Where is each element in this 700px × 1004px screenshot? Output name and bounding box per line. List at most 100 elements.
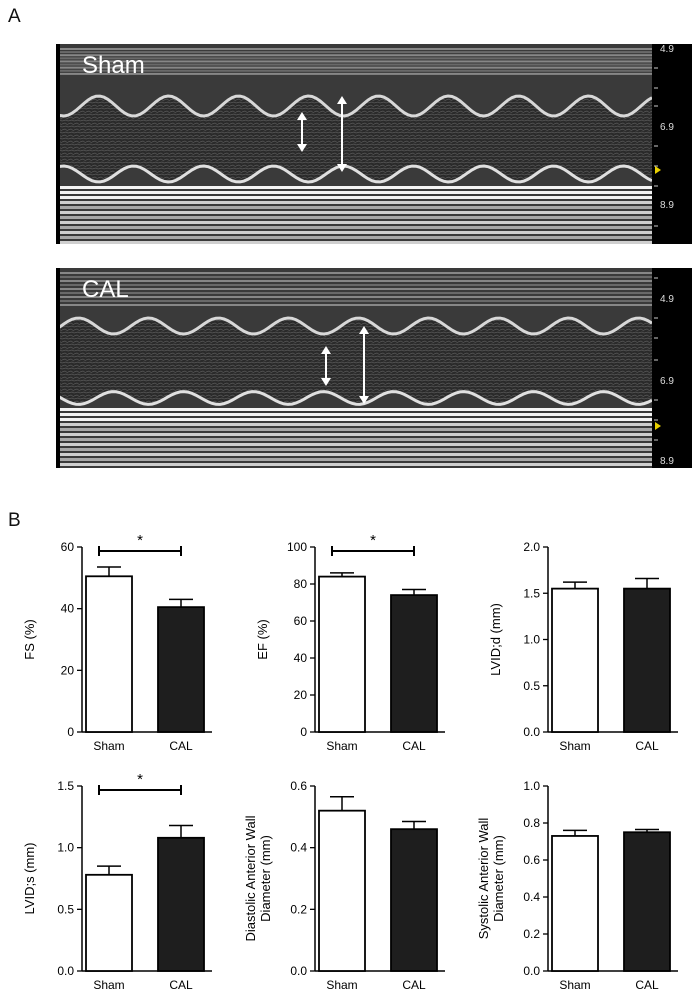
y-axis-label: LVID;d (mm) [488, 603, 503, 676]
y-tick-label: 0.5 [57, 902, 74, 916]
echo-band [56, 216, 652, 219]
chart-ef: 0 20 40 60 80 100 EF (%) Sham CAL * [255, 532, 445, 753]
x-tick-label: CAL [402, 978, 426, 992]
echo-band [56, 63, 652, 66]
echo-band [56, 448, 652, 451]
significance-marker: * [137, 532, 143, 549]
echo-band [56, 186, 652, 189]
bar-cal [623, 587, 671, 733]
echo-band [56, 433, 652, 436]
y-tick-label: 0.0 [523, 725, 540, 739]
echo-band [56, 206, 652, 209]
chart-fs: 0 20 40 60 FS (%) Sham CAL * [22, 532, 212, 753]
depth-tick-label: 6.9 [660, 376, 674, 387]
echo-band [56, 423, 652, 426]
x-tick-label: CAL [402, 739, 426, 753]
y-tick-label: 0.2 [523, 927, 540, 941]
echo-band [56, 54, 652, 57]
y-tick-label: 40 [61, 602, 75, 616]
y-tick-label: 80 [294, 577, 308, 591]
y-tick-label: 0 [67, 725, 74, 739]
bar-cal [390, 828, 438, 972]
measurement-arrow [337, 96, 347, 172]
echo-image-cal-canvas: 4.9 6.9 8.9 [56, 268, 692, 468]
echo-band [56, 276, 652, 278]
y-axis-label: Diastolic Anterior WallDiameter (mm) [243, 815, 273, 941]
echo-wall-anterior [56, 94, 653, 118]
y-axis-label: LVID;s (mm) [22, 843, 37, 915]
chart-lvidd: 0.0 0.5 1.0 1.5 2.0 LVID;d (mm) Sham CAL [488, 540, 678, 753]
panel-letter-b: B [8, 510, 21, 531]
y-tick-label: 60 [61, 540, 75, 554]
echo-band [56, 51, 652, 54]
significance-marker: * [370, 532, 376, 549]
x-tick-label: Sham [326, 739, 357, 753]
y-tick-label: 0.0 [523, 964, 540, 978]
echo-wall-posterior [56, 390, 653, 406]
chart-systolic-wall: 0.0 0.2 0.4 0.6 0.8 1.0 Systolic Anterior Wall… [476, 779, 678, 992]
y-axis-label: EF (%) [255, 619, 270, 659]
echo-image-cal: 4.9 6.9 8.9 CAL [56, 268, 692, 468]
echo-band [56, 231, 652, 234]
y-axis-label: FS (%) [22, 619, 37, 659]
x-tick-label: CAL [169, 739, 193, 753]
echo-band [56, 221, 652, 224]
depth-tick-label: 8.9 [660, 200, 674, 211]
echo-band [56, 66, 652, 69]
y-tick-label: 100 [287, 540, 307, 554]
bar-sham [85, 575, 133, 733]
echo-band [56, 272, 652, 274]
echo-band [56, 280, 652, 282]
depth-marker [655, 166, 661, 174]
y-tick-label: 1.0 [523, 633, 540, 647]
echo-band [56, 211, 652, 214]
bar-sham [551, 835, 599, 972]
measurement-arrow [359, 326, 369, 404]
bar-sham [318, 575, 366, 733]
y-tick-label: 1.5 [523, 586, 540, 600]
y-tick-label: 60 [294, 614, 308, 628]
bar-cal [157, 836, 205, 972]
echo-band [56, 300, 652, 302]
echo-image-sham-canvas: 4.9 6.9 8.9 [56, 44, 692, 244]
x-tick-label: Sham [93, 739, 124, 753]
echo-wall-posterior [56, 164, 653, 184]
depth-tick-label: 6.9 [660, 122, 674, 133]
measurement-arrow [297, 112, 307, 152]
echo-band [56, 48, 652, 50]
depth-tick-label: 8.9 [660, 456, 674, 467]
echo-band [56, 72, 652, 75]
echo-band [56, 69, 652, 72]
y-tick-label: 0.4 [290, 841, 307, 855]
bar-sham [85, 873, 133, 972]
y-tick-label: 0.4 [523, 890, 540, 904]
x-tick-label: CAL [169, 978, 193, 992]
depth-scale [652, 268, 692, 468]
bar-cal [390, 594, 438, 733]
y-tick-label: 0.0 [290, 964, 307, 978]
echo-cavity [56, 318, 652, 405]
x-tick-label: Sham [559, 739, 590, 753]
x-tick-label: CAL [635, 978, 659, 992]
x-tick-label: Sham [559, 978, 590, 992]
y-tick-label: 0 [300, 725, 307, 739]
x-tick-label: CAL [635, 739, 659, 753]
echo-band [56, 60, 652, 63]
x-tick-label: Sham [326, 978, 357, 992]
bar-cal [157, 606, 205, 733]
echo-band [56, 463, 652, 466]
echo-wall-anterior [56, 316, 653, 336]
echo-band [56, 418, 652, 421]
y-tick-label: 20 [61, 663, 75, 677]
echo-band [56, 408, 652, 411]
echo-band [56, 284, 652, 286]
echo-band [56, 196, 652, 199]
y-tick-label: 0.2 [290, 902, 307, 916]
y-tick-label: 0.5 [523, 679, 540, 693]
echo-label-cal: CAL [82, 276, 129, 303]
echo-band [56, 226, 652, 229]
y-tick-label: 40 [294, 651, 308, 665]
bar-sham [318, 809, 366, 972]
y-tick-label: 0.0 [57, 964, 74, 978]
y-tick-label: 0.8 [523, 816, 540, 830]
